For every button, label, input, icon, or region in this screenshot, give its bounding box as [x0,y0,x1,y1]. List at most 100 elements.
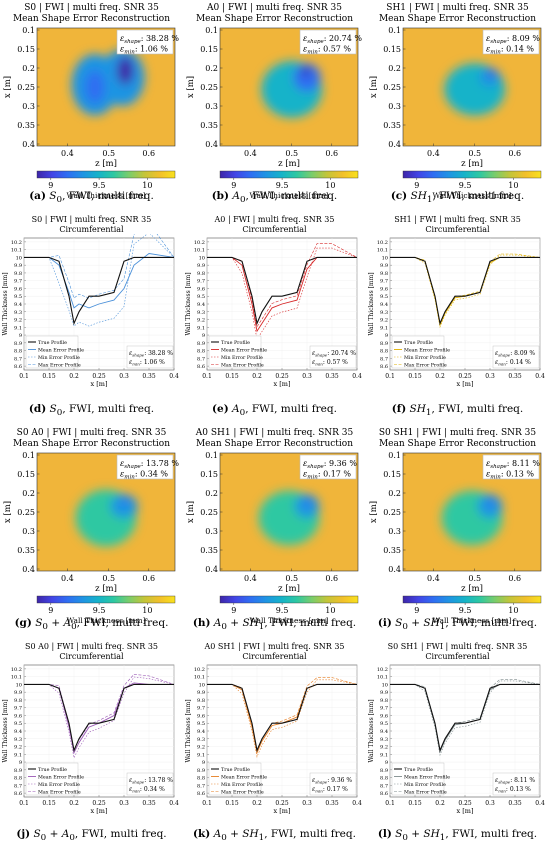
x-tick-label: 0.1 [19,800,29,807]
y-tick-label: 9 [202,760,205,766]
y-tick-label: 0.4 [388,565,401,574]
heatmap-svg: εshape: 9.36 %εmin: 0.17 % 0.1 0.15 0.2 0.25… [186,451,359,625]
heatmap-svg: εshape: 20.74 %εmin: 0.57 % 0.1 0.15 0.2 0.2… [186,26,362,200]
profile-panel-e: A0 | FWI | multi freq. SNR 35 Circumferen… [183,210,366,425]
error-box [482,454,540,480]
caption-mode-sub: 0 [402,622,408,633]
y-axis-label: x [m] [369,501,379,523]
colorbar-tick-label: 10 [325,606,335,615]
y-tick-label: 9.7 [197,706,205,712]
y-tick-label: 8.9 [14,768,22,774]
max-error-line [24,234,175,299]
y-tick-label: 8.6 [14,791,22,797]
y-tick-label: 9 [202,333,205,339]
caption-mode: S [395,617,403,629]
y-tick-label: 9.2 [14,745,22,751]
caption-mode-sub: 0 [239,408,246,419]
x-tick-label: 0.35 [508,800,522,807]
caption-rest: , FWI, multi freq. [74,828,167,840]
y-tick-label: 9 [385,760,388,766]
y-axis-label: x [m] [186,501,196,523]
x-tick-label: 0.2 [252,800,262,807]
caption-tag: (j) [16,828,31,840]
legend-entry: Max Error Profile [404,790,447,796]
y-tick-label: 9.9 [380,690,388,696]
y-tick-label: 0.35 [383,546,401,555]
x-tick-label: 0.1 [202,800,212,807]
emin-label: εmin: 0.13 % [495,786,531,794]
y-tick-label: 0.15 [383,470,401,479]
x-tick-label: 0.25 [458,373,472,380]
y-tick-label: 9.5 [197,294,205,300]
eshape-label: εshape: 38.28 % [129,350,173,358]
x-tick-label: 0.15 [225,373,239,380]
caption-mode: S [395,828,403,840]
eshape-label: εshape: 38.28 % [120,34,179,45]
heatmap-panel-g: S0 A0 | FWI | multi freq. SNR 35 Mean Sha… [0,425,183,637]
y-tick-label: 0.2 [205,64,218,73]
x-tick-label: 0.5 [468,149,481,158]
colorbar-tick-label: 10 [325,181,335,190]
y-tick-label: 0.25 [383,83,401,92]
y-tick-label: 8.6 [197,791,205,797]
caption-mode-sub: 0 [221,622,227,633]
caption-mode-2: SH [423,828,440,840]
caption-mode-sub: 0 [40,833,47,844]
eshape-label: εshape: 13.78 % [129,777,173,785]
y-tick-label: 8.7 [14,783,22,789]
panel-caption: (b) A0, FWI, multi freq. [183,190,366,205]
colorbar [219,170,359,179]
y-tick-label: 10.2 [11,240,22,246]
min-error-line [390,254,541,329]
y-tick-label: 9.1 [380,752,388,758]
y-tick-label: 9.9 [197,690,205,696]
y-tick-label: 10 [382,255,388,261]
caption-mode-sub: 0 [239,195,246,206]
x-tick-label: 0.4 [352,800,362,807]
caption-mode: SH [409,403,426,415]
y-tick-label: 9.7 [380,279,388,285]
true-profile-line [24,683,174,753]
y-tick-label: 0.1 [388,451,401,460]
panel-caption: (f) SH1, FWI, multi freq. [366,403,549,418]
caption-tag: (i) [377,617,392,629]
profile-svg: 8.6 8.78.8 8.9 9 9.19.2 9.3 9.4 9.5 9.69.7 9.8 9.9… [185,664,362,815]
colorbar [36,170,176,179]
x-tick-label: 0.2 [252,373,262,380]
caption-mode-2: A [61,828,70,840]
y-tick-label: 9.6 [197,286,205,292]
y-tick-label: 9.4 [14,302,22,308]
emin-label: εmin: 0.14 % [495,359,531,367]
x-tick-label: 0.25 [92,800,106,807]
min-error-line [24,234,175,327]
profile-panel-j: S0 A0 | FWI | multi freq. SNR 35 Circumfe… [0,637,183,850]
eshape-label: εshape: 8.11 % [486,459,540,470]
eshape-label: εshape: 20.74 % [312,350,356,358]
y-tick-label: 10.1 [194,675,205,681]
y-tick-label: 8.9 [380,768,388,774]
caption-mode-sub: 1 [426,195,433,206]
panel-caption: (e) A0, FWI, multi freq. [183,403,366,418]
y-tick-label: 8.9 [197,768,205,774]
y-tick-label: 9.1 [14,325,22,331]
defect-blob [487,69,496,77]
panel-title: A0 SH1 | FWI | multi freq. SNR 35 [204,642,345,651]
y-tick-label: 8.6 [380,364,388,370]
y-tick-label: 9.6 [14,713,22,719]
profile-panel-k: A0 SH1 | FWI | multi freq. SNR 35 Circumf… [183,637,366,850]
x-tick-label: 0.6 [325,574,338,583]
x-tick-label: 0.35 [325,373,339,380]
defect-blob [121,496,130,504]
y-tick-label: 0.3 [388,102,401,111]
y-tick-label: 8.8 [380,349,388,355]
y-tick-label: 8.8 [14,349,22,355]
panel-caption: (a) S0, FWI, multi freq. [0,190,183,205]
y-tick-label: 9.3 [197,737,205,743]
legend-entry: Mean Error Profile [221,775,267,781]
caption-mode: A [213,617,222,629]
legend-entry: Max Error Profile [404,363,447,369]
legend [391,762,445,796]
legend-entry: True Profile [404,767,433,773]
defect-blob [304,497,313,505]
x-tick-label: 0.5 [468,574,481,583]
